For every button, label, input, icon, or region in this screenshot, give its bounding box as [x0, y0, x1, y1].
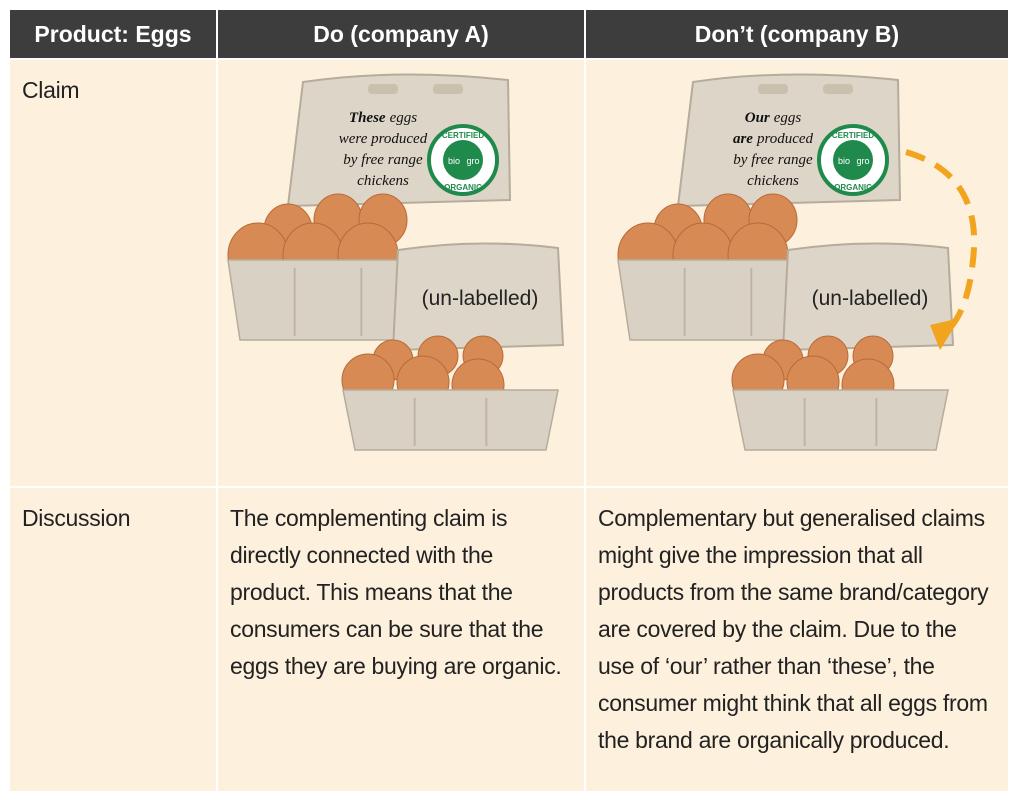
seal-inner — [833, 140, 873, 180]
lid-text-segment: eggs — [774, 110, 802, 126]
lid-tab — [823, 84, 853, 94]
row-label-text: Claim — [22, 77, 80, 103]
lid-tab — [368, 84, 398, 94]
lid-text: chickens — [747, 173, 799, 189]
seal-text: ORGANIC — [834, 183, 872, 192]
seal-inner — [443, 140, 483, 180]
carton-lid — [781, 242, 955, 352]
lid-tab — [433, 84, 463, 94]
arrow — [905, 149, 978, 333]
lid-label: (un-labelled) — [422, 287, 539, 310]
lid-text-segment: chickens — [747, 173, 799, 189]
carton-lid — [391, 242, 565, 352]
lid-text-segment: Our — [745, 110, 770, 126]
discussion-text: Complementary but generalised claims mig… — [598, 505, 989, 753]
lid-text: chickens — [357, 173, 409, 189]
seal-text: gro — [466, 156, 479, 166]
lid-text-segment: were produced — [339, 131, 428, 147]
lid-text-segment: produced — [756, 131, 814, 147]
seal-text: ORGANIC — [444, 183, 482, 192]
lid-tab — [758, 84, 788, 94]
carton-illustration: Our eggs are produced by free range chickens C… — [617, 73, 978, 451]
lid-text-segment: chickens — [357, 173, 409, 189]
lid-text: by free range — [733, 152, 813, 168]
row-label: Claim — [10, 60, 216, 486]
carton-group: Our eggs are produced by free range chickens C… — [617, 73, 978, 451]
lid-text-segment: eggs — [390, 110, 418, 126]
image-cell: Our eggs are produced by free range chickens C… — [586, 60, 1008, 486]
header-cell: Don’t (company B) — [586, 10, 1008, 58]
seal-text: CERTIFIED — [832, 131, 874, 140]
text-cell: The complementing claim is directly conn… — [218, 488, 584, 791]
header-cell: Do (company A) — [218, 10, 584, 58]
lid-text-segment: These — [349, 110, 386, 126]
seal-text: gro — [856, 156, 869, 166]
seal-text: bio — [838, 156, 850, 166]
seal-text: CERTIFIED — [442, 131, 484, 140]
header-cell: Product: Eggs — [10, 10, 216, 58]
row-label-text: Discussion — [22, 505, 131, 531]
lid-text: These eggs — [349, 110, 417, 126]
text-cell: Complementary but generalised claims mig… — [586, 488, 1008, 791]
lid-text-segment: are — [733, 131, 753, 147]
arrow-head — [930, 318, 960, 350]
row-label: Discussion — [10, 488, 216, 791]
discussion-text: The complementing claim is directly conn… — [230, 505, 562, 679]
lid-label: (un-labelled) — [812, 287, 929, 310]
lid-text-segment: by free range — [343, 152, 423, 168]
carton-group: These eggs were produced by free range chick… — [227, 73, 565, 451]
carton-illustration: These eggs were produced by free range chick… — [227, 73, 565, 451]
lid-text: were produced — [339, 131, 428, 147]
image-cell: These eggs were produced by free range chick… — [218, 60, 584, 486]
lid-text: are produced — [733, 131, 814, 147]
lid-text-segment: by free range — [733, 152, 813, 168]
lid-text: Our eggs — [745, 110, 802, 126]
tray — [342, 389, 559, 451]
seal-text: bio — [448, 156, 460, 166]
tray — [732, 389, 949, 451]
lid-text: by free range — [343, 152, 423, 168]
